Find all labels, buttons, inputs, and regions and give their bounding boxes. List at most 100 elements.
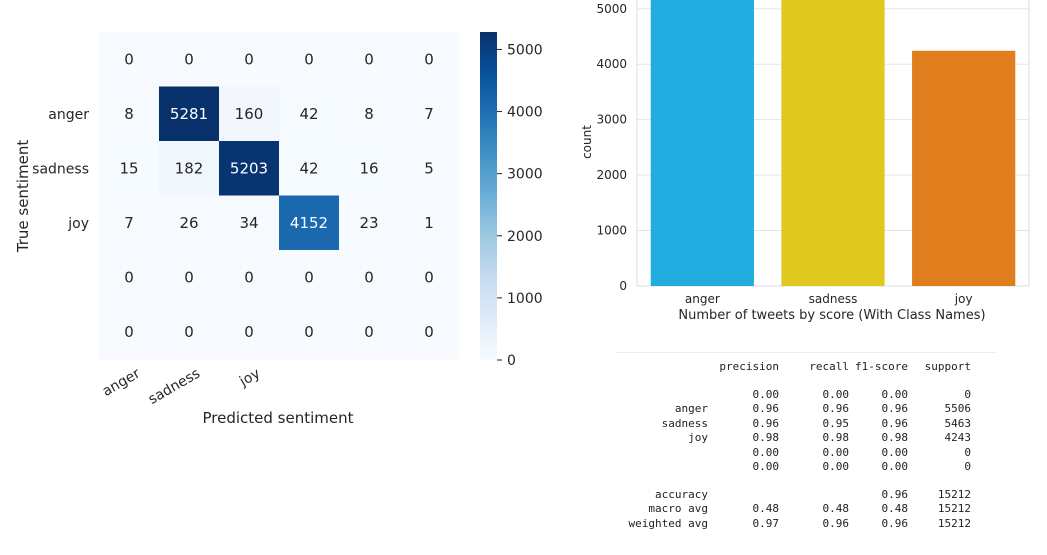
report-value: 0.96 [881, 402, 909, 416]
heatmap-cell-value: 0 [424, 50, 434, 68]
heatmap-cell [99, 304, 160, 360]
report-value: 0.00 [822, 388, 850, 401]
heatmap-cell-value: 0 [124, 50, 134, 68]
report-value: 0.00 [881, 460, 909, 473]
heatmap-cell [219, 86, 280, 142]
heatmap-cell [99, 32, 160, 87]
sentiment-count-bar-chart: 0 1000 2000 3000 4000 5000 anger sadness joy Nu… [580, 0, 1030, 323]
report-value: 0 [964, 388, 971, 401]
heatmap-cell [339, 250, 400, 305]
report-column-header: support [924, 360, 971, 373]
heatmap-cell [99, 195, 160, 251]
bar-chart-bar [912, 50, 1016, 287]
heatmap-cell-value: 42 [299, 105, 318, 123]
heatmap-cell-value: 0 [124, 268, 134, 286]
heatmap-cell-value: 8 [364, 105, 374, 123]
heatmap-y-tick-label: anger [48, 107, 89, 123]
report-summary-label: accuracy [655, 488, 708, 501]
heatmap-cell-value: 0 [304, 323, 314, 341]
bar-chart-bar [650, 0, 754, 286]
bar-chart-y-tick-label: 3000 [596, 113, 627, 127]
confusion-matrix-heatmap: 0 0 0 0 0 0 8 5281 160 42 8 7 15 182 5203 42 16 5 7 26 34 415… [14, 32, 543, 427]
bar-chart-y-axis-label: count [580, 125, 594, 159]
report-value: 4243 [944, 431, 972, 445]
heatmap-x-tick-label: anger [100, 365, 143, 399]
bar-chart-y-tick-label: 0 [619, 279, 627, 293]
report-row-label: joy [688, 431, 708, 445]
colorbar-tick-label: 1000 [507, 291, 543, 307]
heatmap-cell-value: 0 [304, 268, 314, 286]
heatmap-cell [219, 250, 280, 305]
report-value: 0.96 [822, 402, 850, 416]
heatmap-cell-value: 5 [424, 159, 434, 177]
heatmap-x-axis-label: Predicted sentiment [202, 409, 353, 427]
bar-chart-x-tick-label: sadness [809, 292, 858, 306]
heatmap-cell [339, 141, 400, 196]
report-column-header: f1-score [855, 360, 908, 373]
heatmap-x-tick-label: joy [236, 366, 263, 391]
heatmap-cell [159, 250, 220, 305]
classification-report: precision recall f1-score support 0.00 0.00 0.… [616, 352, 996, 543]
heatmap-cell [279, 86, 340, 142]
heatmap-cell-value: 26 [179, 214, 198, 232]
heatmap-cell [339, 32, 400, 87]
bar-chart-x-tick-label: joy [954, 292, 973, 306]
colorbar-tick-label: 3000 [507, 167, 543, 183]
heatmap-cell [159, 195, 220, 251]
heatmap-cell-value: 42 [299, 159, 318, 177]
heatmap-cell [159, 86, 220, 142]
heatmap-x-tick-label: sadness [146, 366, 203, 408]
heatmap-cell [339, 195, 400, 251]
heatmap-cell-value: 5203 [230, 159, 268, 177]
report-column-header: precision [719, 360, 779, 373]
report-value: 0 [964, 460, 971, 473]
report-row-label: anger [674, 402, 708, 416]
heatmap-cell [99, 250, 160, 305]
heatmap-cell-value: 0 [244, 323, 254, 341]
heatmap-cell-value: 1 [424, 214, 434, 232]
heatmap-cell [279, 304, 340, 360]
report-value: 0.98 [881, 431, 909, 445]
heatmap-cell [279, 195, 340, 251]
heatmap-cell [399, 32, 460, 87]
heatmap-cell-value: 0 [244, 268, 254, 286]
report-value: 0.95 [822, 416, 850, 430]
report-value: 0.96 [881, 416, 909, 430]
report-value: 0.96 [822, 516, 850, 530]
heatmap-cell [219, 195, 280, 251]
heatmap-cell [219, 32, 280, 87]
heatmap-cell-value: 15 [119, 159, 138, 177]
heatmap-y-tick-labels: anger sadness joy [32, 107, 89, 232]
colorbar-tick-label: 5000 [507, 42, 543, 58]
report-value: 0 [964, 445, 971, 459]
heatmap-cell-value: 0 [124, 323, 134, 341]
colorbar-tick-label: 4000 [507, 105, 543, 121]
heatmap-cell [99, 141, 160, 196]
bar-chart-y-tick-labels: 0 1000 2000 3000 4000 5000 [596, 2, 627, 293]
heatmap-cell-value: 4152 [290, 214, 328, 232]
heatmap-cell [219, 304, 280, 360]
heatmap-cells: 0 0 0 0 0 0 8 5281 160 42 8 7 15 182 5203 42 16 5 7 26 34 415… [99, 32, 460, 360]
heatmap-cell-value: 0 [364, 50, 374, 68]
heatmap-cell-value: 7 [424, 105, 434, 123]
bar-chart-y-tick-label: 2000 [596, 168, 627, 182]
bar-chart-x-tick-labels: anger sadness joy [685, 292, 973, 306]
bar-chart-x-axis-label: Number of tweets by score (With Class Na… [678, 308, 985, 323]
report-value: 5506 [944, 402, 972, 416]
report-value: 0.00 [752, 460, 780, 473]
report-summary-label: weighted avg [628, 516, 708, 530]
bar-chart-y-tick-label: 5000 [596, 2, 627, 16]
heatmap-y-tick-label: sadness [32, 161, 89, 177]
colorbar [480, 32, 497, 360]
heatmap-cell-value: 0 [304, 50, 314, 68]
report-value: 0.96 [881, 516, 909, 530]
report-value: 0.96 [881, 488, 909, 501]
heatmap-cell [279, 32, 340, 87]
report-value: 0.48 [881, 502, 909, 516]
heatmap-y-axis-label: True sentiment [14, 140, 32, 254]
report-value: 5463 [944, 416, 972, 430]
report-value: 0.48 [752, 502, 780, 516]
report-value: 0.98 [822, 431, 850, 445]
heatmap-cell-value: 7 [124, 214, 134, 232]
heatmap-cell-value: 16 [359, 159, 378, 177]
